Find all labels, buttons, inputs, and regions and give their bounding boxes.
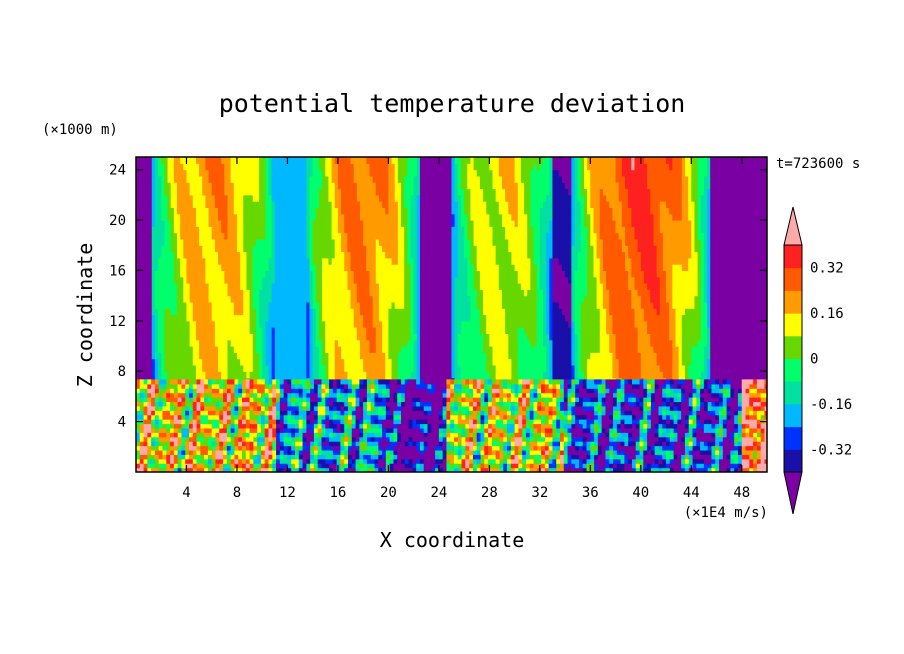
chart-figure: potential temperature deviation (×1000 m… xyxy=(0,0,904,654)
y-axis-label: Z coordinate xyxy=(73,243,97,388)
x-unit-label: (×1E4 m/s) xyxy=(684,505,768,521)
chart-title: potential temperature deviation xyxy=(219,89,686,118)
x-axis-label: X coordinate xyxy=(380,528,525,552)
heatmap-field xyxy=(136,157,769,473)
time-label: t=723600 s xyxy=(776,156,860,172)
y-unit-label: (×1000 m) xyxy=(42,122,118,138)
